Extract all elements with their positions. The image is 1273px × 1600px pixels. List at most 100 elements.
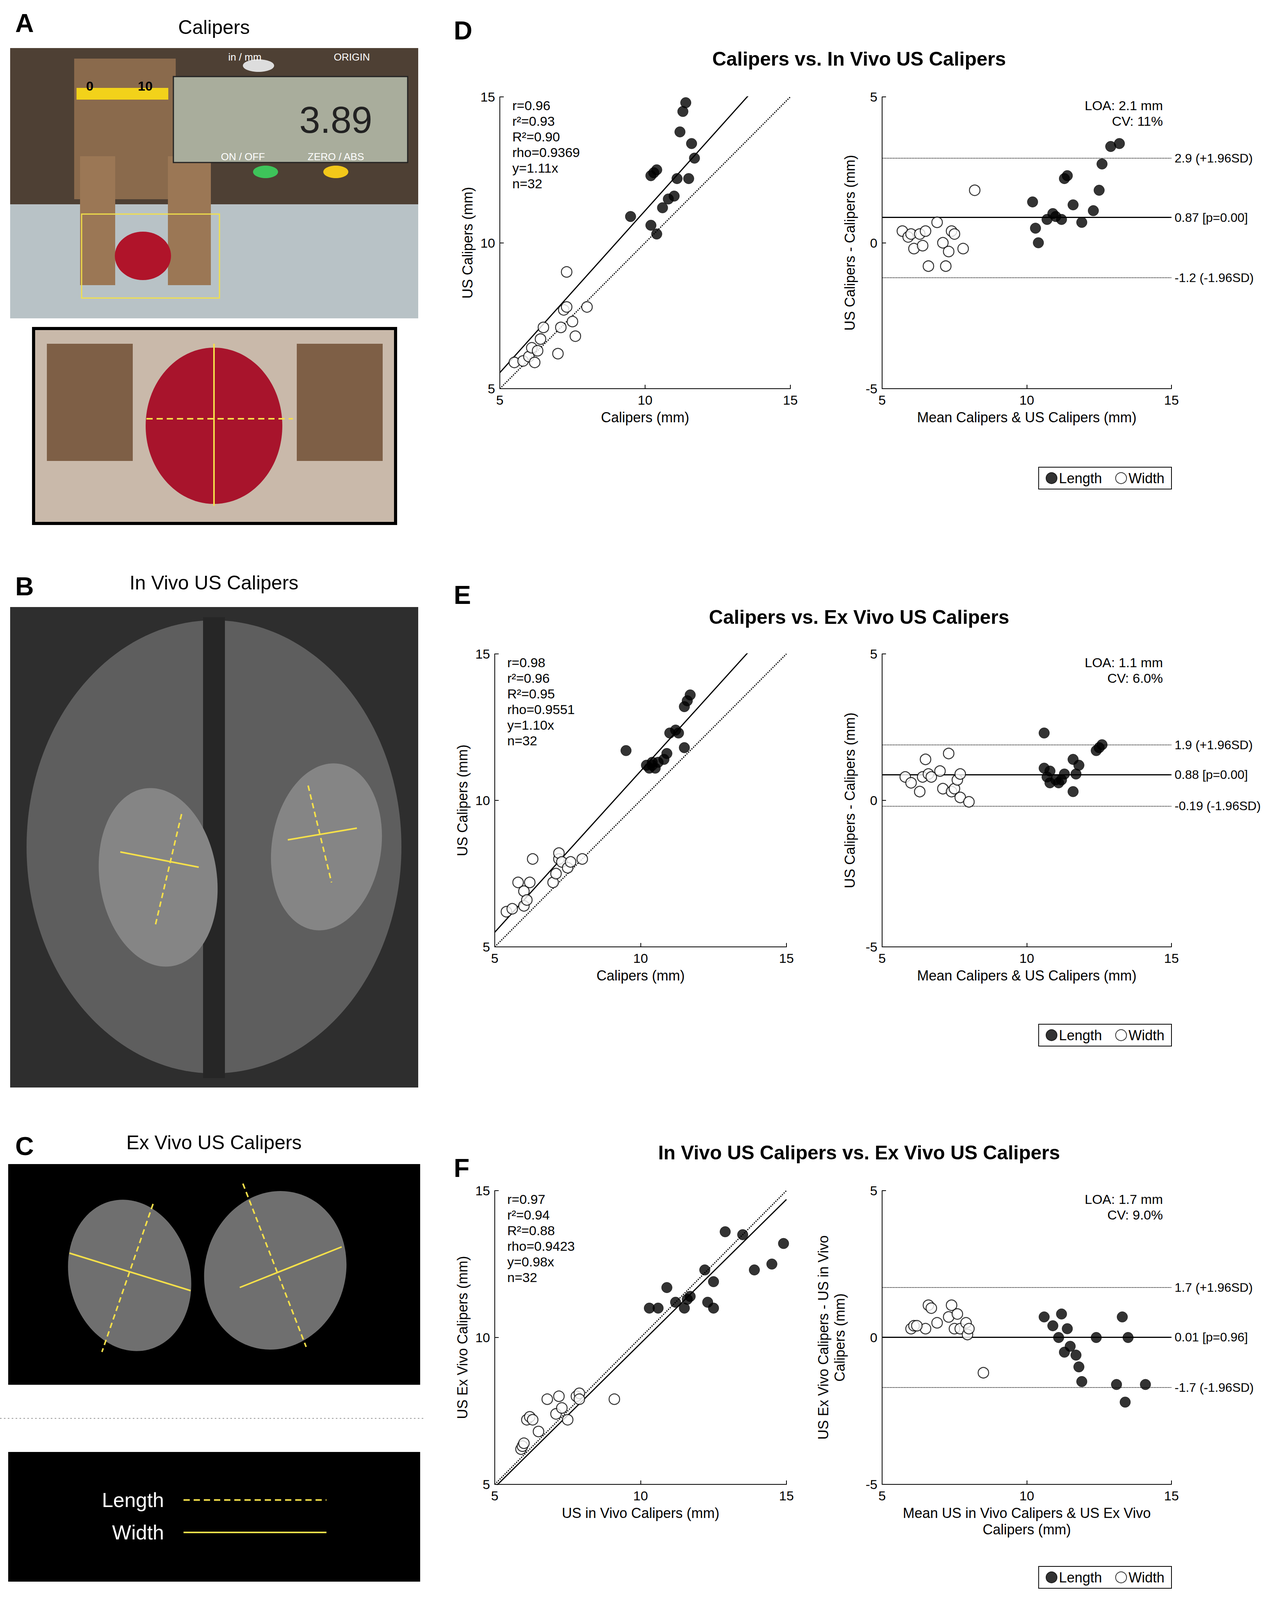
svg-text:15: 15 <box>480 89 496 105</box>
svg-text:F: F <box>453 1153 470 1183</box>
svg-text:10: 10 <box>1019 392 1035 408</box>
svg-text:r=0.98: r=0.98 <box>507 654 546 670</box>
svg-text:1.9 (+1.96SD): 1.9 (+1.96SD) <box>1174 737 1253 752</box>
svg-text:Mean Calipers & US Calipers (m: Mean Calipers & US Calipers (mm) <box>916 409 1137 426</box>
svg-text:5: 5 <box>482 939 491 954</box>
svg-text:10: 10 <box>637 392 653 408</box>
svg-text:0: 0 <box>870 235 878 251</box>
svg-text:n=32: n=32 <box>507 1269 538 1285</box>
svg-text:-5: -5 <box>865 381 878 396</box>
svg-text:0.88 [p=0.00]: 0.88 [p=0.00] <box>1174 767 1249 782</box>
svg-text:y=1.10x: y=1.10x <box>507 717 555 733</box>
svg-text:-1.2 (-1.96SD): -1.2 (-1.96SD) <box>1174 270 1254 285</box>
svg-text:r=0.97: r=0.97 <box>507 1191 546 1207</box>
svg-text:In Vivo US Calipers: In Vivo US Calipers <box>129 571 299 594</box>
svg-text:Width: Width <box>1128 470 1165 487</box>
svg-text:5: 5 <box>482 1476 491 1492</box>
svg-text:r²=0.96: r²=0.96 <box>507 670 550 686</box>
svg-text:15: 15 <box>1164 392 1179 408</box>
svg-text:Calipers vs. In Vivo US Calipe: Calipers vs. In Vivo US Calipers <box>712 48 1006 70</box>
svg-text:US Calipers - Calipers (mm): US Calipers - Calipers (mm) <box>841 154 858 331</box>
svg-text:10: 10 <box>475 792 491 808</box>
svg-text:2.9 (+1.96SD): 2.9 (+1.96SD) <box>1174 151 1253 166</box>
svg-text:r²=0.94: r²=0.94 <box>507 1207 550 1222</box>
svg-text:Calipers vs. Ex Vivo US Calipe: Calipers vs. Ex Vivo US Calipers <box>709 606 1010 628</box>
svg-text:US Ex Vivo Calipers (mm): US Ex Vivo Calipers (mm) <box>454 1255 471 1419</box>
svg-text:ZERO / ABS: ZERO / ABS <box>307 150 365 163</box>
svg-text:Length: Length <box>1059 470 1102 487</box>
svg-text:5: 5 <box>491 950 499 966</box>
svg-text:5: 5 <box>496 392 504 408</box>
svg-text:C: C <box>15 1131 34 1161</box>
svg-text:US in Vivo Calipers (mm): US in Vivo Calipers (mm) <box>561 1504 720 1521</box>
svg-text:5: 5 <box>878 1487 887 1503</box>
svg-text:5: 5 <box>870 1182 878 1198</box>
svg-text:R²=0.88: R²=0.88 <box>507 1222 555 1238</box>
svg-text:5: 5 <box>487 381 496 396</box>
svg-text:LOA: 1.7 mm: LOA: 1.7 mm <box>1084 1191 1163 1207</box>
svg-text:R²=0.90: R²=0.90 <box>512 129 560 145</box>
svg-text:Calipers (mm): Calipers (mm) <box>982 1520 1071 1537</box>
svg-text:10: 10 <box>1019 1487 1035 1503</box>
svg-text:Calipers (mm): Calipers (mm) <box>600 409 690 426</box>
svg-text:0.87 [p=0.00]: 0.87 [p=0.00] <box>1174 210 1249 225</box>
svg-text:5: 5 <box>491 1487 499 1503</box>
svg-text:ORIGIN: ORIGIN <box>333 51 370 63</box>
svg-text:In Vivo US Calipers vs. Ex Viv: In Vivo US Calipers vs. Ex Vivo US Calip… <box>657 1141 1060 1164</box>
svg-text:-1.7 (-1.96SD): -1.7 (-1.96SD) <box>1174 1379 1254 1395</box>
svg-text:Length: Length <box>101 1488 165 1511</box>
svg-text:0: 0 <box>870 792 878 808</box>
svg-text:15: 15 <box>779 1487 794 1503</box>
svg-text:rho=0.9423: rho=0.9423 <box>507 1238 575 1254</box>
svg-text:CV: 11%: CV: 11% <box>1112 113 1163 129</box>
svg-text:ON / OFF: ON / OFF <box>221 150 266 163</box>
svg-text:Calipers: Calipers <box>178 16 250 39</box>
svg-text:R²=0.95: R²=0.95 <box>507 686 555 701</box>
svg-text:Calipers (mm): Calipers (mm) <box>596 967 685 984</box>
svg-text:15: 15 <box>1164 1487 1179 1503</box>
svg-text:15: 15 <box>779 950 794 966</box>
svg-text:5: 5 <box>870 89 878 105</box>
svg-text:10: 10 <box>633 1487 649 1503</box>
svg-text:r²=0.93: r²=0.93 <box>512 113 555 129</box>
svg-text:-5: -5 <box>865 1476 878 1492</box>
svg-text:3.89: 3.89 <box>299 98 373 141</box>
svg-text:Width: Width <box>1128 1026 1165 1044</box>
svg-text:LOA: 1.1 mm: LOA: 1.1 mm <box>1084 654 1163 670</box>
svg-text:Width: Width <box>112 1520 165 1544</box>
svg-text:r=0.96: r=0.96 <box>512 98 551 113</box>
svg-text:-0.19 (-1.96SD): -0.19 (-1.96SD) <box>1174 798 1261 813</box>
svg-text:0.01 [p=0.96]: 0.01 [p=0.96] <box>1174 1329 1249 1344</box>
svg-text:10: 10 <box>475 1329 491 1345</box>
svg-text:A: A <box>15 8 34 38</box>
svg-text:Length: Length <box>1059 1026 1102 1044</box>
svg-text:rho=0.9551: rho=0.9551 <box>507 701 575 717</box>
svg-text:15: 15 <box>782 392 798 408</box>
svg-text:E: E <box>453 580 471 610</box>
svg-text:Mean US in Vivo Calipers & US: Mean US in Vivo Calipers & US Ex Vivo <box>902 1504 1151 1521</box>
svg-text:Calipers (mm): Calipers (mm) <box>831 1292 848 1382</box>
svg-text:US Calipers - Calipers (mm): US Calipers - Calipers (mm) <box>841 712 858 888</box>
svg-text:y=0.98x: y=0.98x <box>507 1253 555 1269</box>
svg-text:rho=0.9369: rho=0.9369 <box>512 144 580 160</box>
svg-text:0: 0 <box>86 78 94 94</box>
svg-text:Length: Length <box>1059 1568 1102 1586</box>
svg-text:US Calipers (mm): US Calipers (mm) <box>454 744 471 856</box>
svg-text:n=32: n=32 <box>507 732 538 748</box>
svg-text:10: 10 <box>137 78 153 94</box>
svg-text:5: 5 <box>870 646 878 662</box>
svg-text:n=32: n=32 <box>512 176 543 191</box>
svg-text:15: 15 <box>1164 950 1179 966</box>
svg-text:D: D <box>453 16 473 45</box>
svg-text:y=1.11x: y=1.11x <box>512 160 559 176</box>
svg-text:US Calipers (mm): US Calipers (mm) <box>459 186 476 299</box>
svg-text:Mean Calipers & US Calipers (m: Mean Calipers & US Calipers (mm) <box>916 967 1137 984</box>
svg-text:1.7 (+1.96SD): 1.7 (+1.96SD) <box>1174 1280 1253 1295</box>
svg-text:Width: Width <box>1128 1568 1165 1586</box>
svg-text:-5: -5 <box>865 939 878 954</box>
svg-text:LOA: 2.1 mm: LOA: 2.1 mm <box>1084 98 1163 113</box>
svg-text:5: 5 <box>878 392 887 408</box>
svg-text:5: 5 <box>878 950 887 966</box>
svg-text:10: 10 <box>480 235 496 251</box>
svg-text:15: 15 <box>475 1182 491 1198</box>
